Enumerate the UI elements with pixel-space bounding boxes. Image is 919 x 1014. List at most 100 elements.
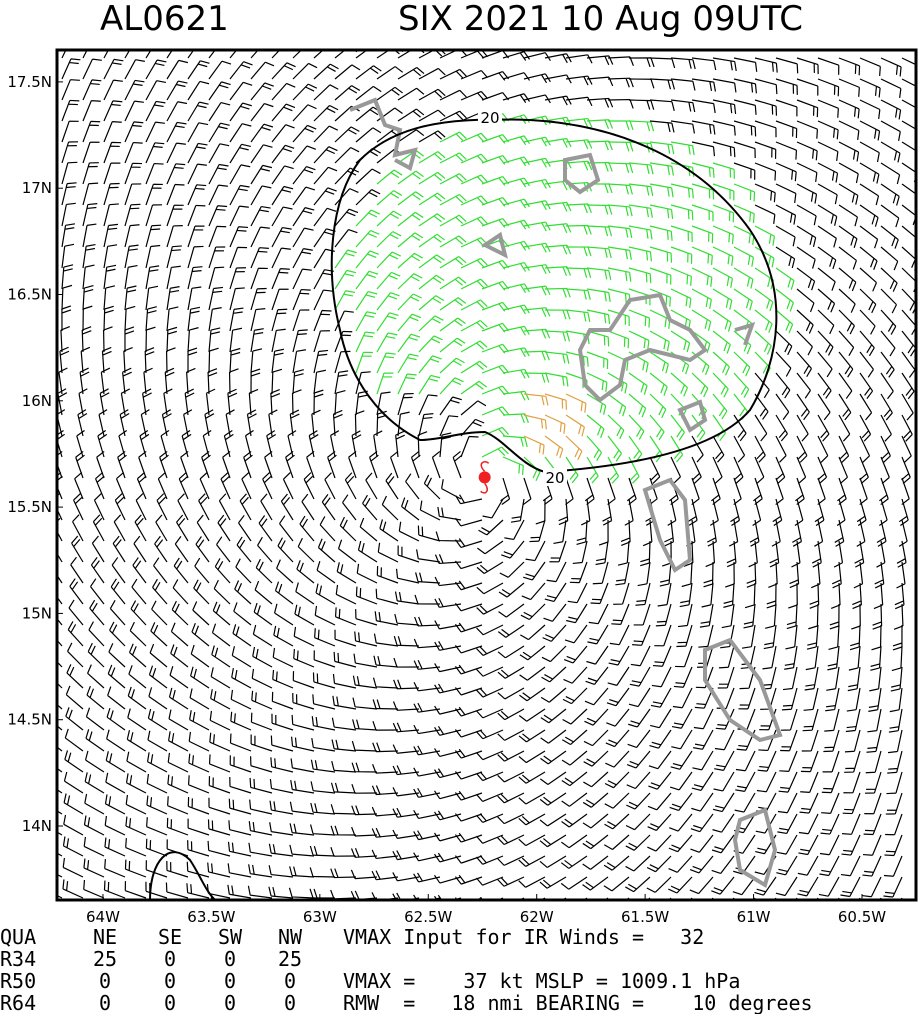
wind-barb — [392, 829, 420, 839]
wind-barb — [733, 183, 756, 202]
wind-barb — [159, 450, 169, 479]
table-cell: 0 — [284, 991, 296, 1014]
wind-barb — [82, 162, 99, 185]
wind-barb — [330, 430, 340, 458]
wind-barb — [632, 624, 651, 646]
wind-barb — [775, 435, 787, 463]
wind-barb — [712, 372, 729, 398]
wind-barb — [354, 631, 378, 647]
wind-barb — [650, 687, 672, 708]
wind-barb — [394, 591, 420, 605]
wind-barb — [61, 79, 80, 101]
wind-barb — [379, 519, 399, 542]
wind-barb — [397, 353, 419, 374]
wind-barb — [110, 578, 126, 605]
wind-barb — [880, 372, 894, 400]
wind-barb — [679, 582, 693, 608]
wind-barb — [691, 183, 715, 200]
wind-barb — [208, 347, 219, 374]
wind-barb — [864, 771, 882, 794]
wind-barb — [820, 813, 840, 835]
wind-barb — [418, 130, 446, 143]
wind-barb — [334, 188, 359, 206]
wind-barb — [541, 666, 567, 683]
wind-barb — [146, 795, 168, 815]
wind-barb — [166, 817, 189, 836]
wind-barb — [628, 393, 647, 418]
wind-barb — [60, 326, 70, 353]
wind-barb — [606, 708, 630, 727]
wind-barb — [607, 183, 633, 195]
wind-barb — [294, 604, 315, 626]
wind-barb — [111, 557, 126, 584]
wind-barb — [518, 729, 546, 743]
wind-barb — [628, 225, 653, 240]
x-tick-label: 63.5W — [187, 908, 235, 926]
wind-barb — [874, 561, 885, 589]
wind-barb — [497, 792, 525, 804]
wind-barb — [229, 226, 249, 248]
wind-barb — [187, 184, 207, 206]
wind-barb — [210, 689, 231, 710]
wind-barb — [609, 624, 630, 646]
wind-barb — [754, 876, 777, 896]
wind-barb — [271, 62, 296, 80]
wind-barb — [434, 810, 462, 821]
wind-barb — [520, 603, 546, 621]
wind-barb — [209, 710, 231, 731]
table-cell: 0 — [224, 991, 236, 1014]
wind-barb — [296, 560, 315, 584]
wind-barb — [560, 855, 588, 869]
wind-barb — [229, 246, 248, 269]
wind-barb — [174, 536, 189, 563]
wind-barb — [72, 514, 84, 542]
wind-barb — [867, 708, 882, 733]
wind-barb — [103, 285, 116, 311]
island — [734, 321, 756, 346]
wind-barb — [862, 834, 882, 856]
wind-barb — [272, 647, 294, 668]
wind-barb — [57, 831, 63, 836]
wind-barb — [109, 600, 126, 626]
wind-barb — [372, 720, 399, 731]
wind-barb — [352, 719, 378, 731]
wind-barb — [238, 514, 252, 542]
wind-barb — [229, 143, 251, 164]
wind-barb — [698, 624, 714, 648]
wind-barb — [250, 82, 274, 101]
wind-barb — [166, 204, 184, 227]
wind-barb — [247, 885, 273, 899]
wind-barb — [232, 624, 252, 647]
wind-barb — [775, 204, 797, 225]
wind-barb — [75, 450, 85, 479]
wind-barb — [208, 754, 231, 773]
table-cell: 0 — [224, 947, 236, 971]
wind-barb — [518, 708, 546, 722]
wind-barb — [754, 309, 773, 333]
wind-barb — [497, 813, 525, 825]
wind-barb — [168, 687, 189, 710]
wind-barb — [583, 771, 609, 788]
wind-barb — [498, 582, 525, 598]
wind-barb — [646, 855, 672, 873]
wind-barb — [670, 750, 693, 770]
wind-barb — [103, 141, 122, 164]
wind-barb — [721, 603, 735, 629]
wind-barb — [439, 377, 464, 395]
wind-barb — [82, 141, 100, 164]
wind-barb — [414, 594, 441, 605]
wind-barb — [64, 750, 84, 773]
wind-barb — [766, 582, 777, 609]
wind-barb — [252, 646, 273, 668]
wind-barb — [542, 624, 567, 642]
wind-barb — [843, 771, 861, 794]
wind-barb — [476, 582, 504, 595]
wind-barb — [293, 626, 315, 647]
wind-barb — [93, 493, 105, 521]
wind-barb — [82, 264, 95, 290]
wind-barb — [124, 79, 145, 101]
wind-barb — [647, 813, 672, 831]
wind-barb — [397, 170, 424, 185]
wind-barb — [165, 347, 176, 374]
wind-barb — [397, 333, 421, 353]
